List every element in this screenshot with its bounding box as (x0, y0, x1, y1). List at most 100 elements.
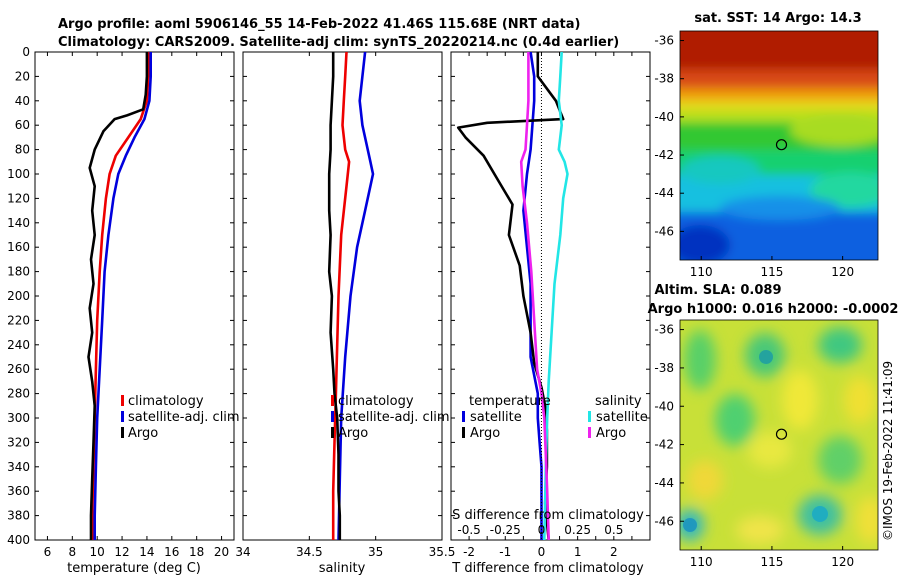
map-y-tick-label: -38 (654, 72, 674, 86)
s-tick-label: 0.5 (604, 523, 623, 537)
salinity-series (327, 52, 375, 540)
s-tick-label: 0 (538, 523, 546, 537)
y-tick-label: 0 (22, 45, 30, 59)
difference-xlabel: T difference from climatology (451, 561, 644, 576)
sla-map-panel: Altim. SLA: 0.089 Argo h1000: 0.016 h200… (648, 283, 899, 569)
legend-label-argo: Argo (128, 426, 158, 441)
map-y-tick-label: -38 (654, 361, 674, 375)
difference-legend-temperature: temperature satellite Argo (462, 394, 551, 441)
legend-swatch-argo (331, 427, 334, 438)
legend-label-temp-argo: Argo (470, 426, 500, 441)
legend-swatch-satellite (121, 411, 124, 422)
y-tick-label: 300 (7, 411, 30, 425)
sst-map-title: sat. SST: 14 Argo: 14.3 (694, 11, 861, 26)
x-tick-label: 35 (368, 545, 383, 559)
x-tick-label: 8 (68, 545, 76, 559)
series-line-salinity-satellite (543, 52, 569, 540)
legend-label-sal-satellite: satellite (596, 410, 648, 425)
legend-swatch-temp-argo (462, 427, 465, 438)
temperature-legend: climatology satellite-adj. clim Argo (121, 394, 240, 441)
x-tick-label: 12 (114, 545, 129, 559)
legend-label-satellite: satellite-adj. clim (128, 410, 240, 425)
salinity-xlabel: salinity (319, 561, 366, 576)
sst-map-frame (679, 30, 879, 261)
map-y-tick-label: -40 (654, 110, 674, 124)
legend-swatch-sal-argo (588, 427, 591, 438)
x-tick-label: 16 (164, 545, 179, 559)
y-tick-label: 140 (7, 216, 30, 230)
s-tick-label: -0.5 (457, 523, 480, 537)
y-tick-label: 240 (7, 338, 30, 352)
map-y-tick-label: -40 (654, 399, 674, 413)
legend-title-temperature: temperature (469, 394, 551, 409)
y-tick-label: 200 (7, 289, 30, 303)
sla-map-title-line1: Altim. SLA: 0.089 (655, 283, 782, 298)
map-y-tick-label: -36 (654, 34, 674, 48)
sla-map-title-line2: Argo h1000: 0.016 h2000: -0.0002 (648, 302, 899, 317)
map-y-tick-label: -42 (654, 438, 674, 452)
salinity-ticks: 34 34.5 35 35.5 (235, 51, 455, 559)
sla-map-frame (679, 319, 879, 551)
temperature-xlabel: temperature (deg C) (67, 561, 201, 576)
x-tick-label: 18 (189, 545, 204, 559)
y-tick-label: 260 (7, 362, 30, 376)
y-tick-label: 380 (7, 509, 30, 523)
temperature-axes-box (34, 51, 235, 541)
x-tick-label: 34.5 (296, 545, 323, 559)
y-tick-label: 80 (15, 143, 30, 157)
map-x-tick-label: 110 (690, 555, 713, 569)
series-line-argo (87, 52, 149, 540)
sst-map-panel: sat. SST: 14 Argo: 14.3 110 115 120 -36 (654, 11, 879, 279)
map-y-tick-label: -44 (654, 476, 674, 490)
map-x-tick-label: 115 (760, 265, 783, 279)
sla-map-ticks: 110 115 120 -36 -38 -40 -42 -44 -46 (654, 323, 854, 569)
legend-label-climatology: climatology (128, 394, 204, 409)
difference-series (456, 52, 569, 540)
s-difference-axis-label: S difference from climatology (452, 508, 644, 523)
legend-label-temp-satellite: satellite (470, 410, 522, 425)
x-tick-label: 20 (214, 545, 229, 559)
figure-title-line1: Argo profile: aoml 5906146_55 14-Feb-202… (58, 17, 580, 32)
x-tick-label: -2 (463, 545, 475, 559)
sla-field (680, 320, 878, 550)
y-tick-label: 60 (15, 118, 30, 132)
x-tick-label: 1 (574, 545, 582, 559)
series-line-salinity-argo (519, 52, 550, 540)
map-y-tick-label: -36 (654, 323, 674, 337)
map-x-tick-label: 120 (831, 555, 854, 569)
y-tick-label: 220 (7, 313, 30, 327)
y-tick-label: 360 (7, 484, 30, 498)
map-x-tick-label: 110 (690, 265, 713, 279)
x-tick-label: 2 (610, 545, 618, 559)
legend-swatch-sal-satellite (588, 411, 591, 422)
map-y-tick-label: -46 (654, 514, 674, 528)
salinity-panel: 34 34.5 35 35.5 salinity climatology satell… (235, 51, 455, 576)
map-y-tick-label: -44 (654, 186, 674, 200)
legend-swatch-argo (121, 427, 124, 438)
series-line-climatology (331, 52, 351, 540)
s-tick-label: -0.25 (490, 523, 521, 537)
figure-title-line2: Climatology: CARS2009. Satellite-adj cli… (58, 35, 619, 50)
difference-panel: -2 -1 0 1 2 T difference from climatology S … (450, 51, 651, 576)
legend-swatch-climatology (121, 395, 124, 406)
y-tick-label: 20 (15, 69, 30, 83)
difference-ticks: -2 -1 0 1 2 (451, 51, 650, 559)
difference-axes-box (450, 51, 651, 541)
y-tick-label: 280 (7, 387, 30, 401)
difference-legend-salinity: salinity satellite Argo (588, 394, 648, 441)
legend-label-climatology: climatology (338, 394, 414, 409)
x-tick-label: 14 (139, 545, 154, 559)
argo-position-marker (775, 139, 788, 151)
s-difference-ticks: -0.5 -0.25 0 0.25 0.5 (457, 523, 623, 537)
map-x-tick-label: 115 (760, 555, 783, 569)
x-tick-label: 10 (90, 545, 105, 559)
map-y-tick-label: -46 (654, 224, 674, 238)
series-line-satellite-adj-clim (337, 52, 375, 540)
map-y-tick-label: -42 (654, 148, 674, 162)
map-x-tick-label: 120 (831, 265, 854, 279)
y-tick-label: 320 (7, 435, 30, 449)
series-line-satellite-adj-clim (93, 52, 152, 540)
legend-label-satellite: satellite-adj. clim (338, 410, 450, 425)
x-tick-label: 6 (44, 545, 52, 559)
